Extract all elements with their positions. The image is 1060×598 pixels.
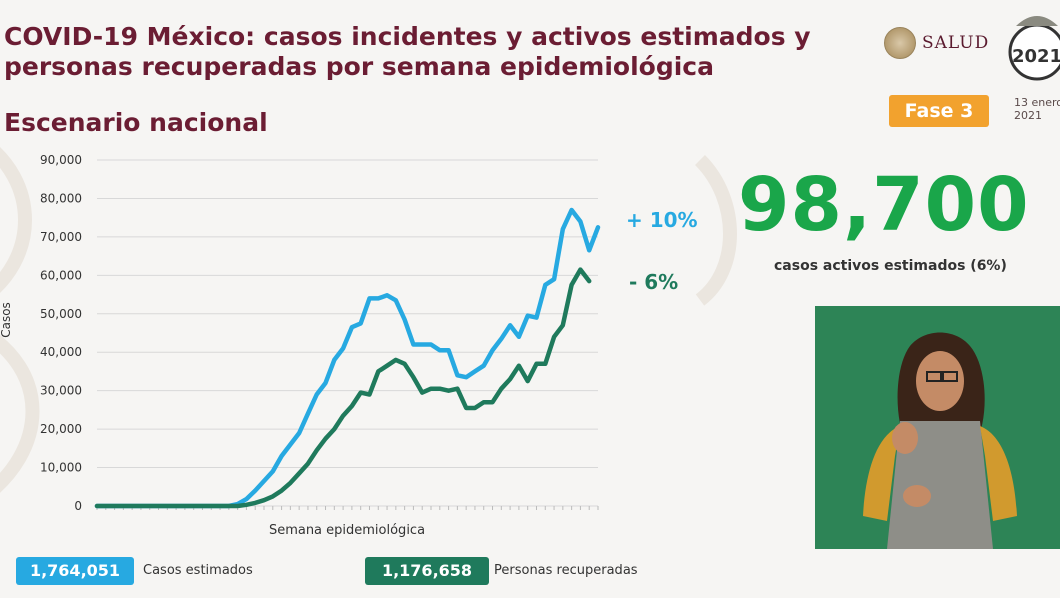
x-axis-label: Semana epidemiológica	[269, 523, 425, 538]
active-cases-number: 98,700	[738, 162, 1030, 248]
cases-line-chart: Casos Semana epidemiológica 0 10,000 20,00…	[0, 140, 720, 540]
sign-language-interpreter-video	[815, 306, 1060, 549]
y-tick-label: 20,000	[40, 422, 82, 436]
y-tick-label: 50,000	[40, 307, 82, 321]
estimated-total-badge: 1,764,051	[16, 557, 134, 585]
recovered-change: - 6%	[629, 270, 679, 294]
y-tick-label: 40,000	[40, 345, 82, 359]
year-logo-text: 2021	[1012, 46, 1060, 67]
page-subtitle: Escenario nacional	[4, 108, 268, 137]
chart-svg: Casos Semana epidemiológica 0 10,000 20,00…	[0, 153, 601, 538]
y-tick-label: 30,000	[40, 384, 82, 398]
year-2021-logo: 2021	[1008, 16, 1060, 81]
active-cases-caption: casos activos estimados (6%)	[774, 258, 1007, 274]
estimated-change: + 10%	[626, 208, 698, 232]
y-tick-label: 60,000	[40, 268, 82, 282]
y-tick-label: 10,000	[40, 461, 82, 475]
y-tick-label: 80,000	[40, 191, 82, 205]
date-label: 13 enero 2021	[1014, 96, 1060, 122]
series-line-personas-recuperadas	[94, 267, 592, 509]
y-tick-label: 70,000	[40, 230, 82, 244]
page-title: COVID-19 México: casos incidentes y acti…	[4, 22, 811, 81]
salud-logo: SALUD	[884, 27, 989, 59]
seal-icon	[884, 27, 916, 59]
y-tick-label: 90,000	[40, 153, 82, 167]
recovered-total-badge: 1,176,658	[365, 557, 489, 585]
series-line-casos-estimados	[94, 207, 601, 509]
y-tick-label: 0	[74, 499, 82, 513]
y-axis-label: Casos	[0, 302, 13, 338]
recovered-legend-label: Personas recuperadas	[494, 563, 638, 578]
estimated-legend-label: Casos estimados	[143, 563, 253, 578]
phase-badge: Fase 3	[889, 95, 989, 127]
salud-logo-text: SALUD	[922, 33, 990, 53]
